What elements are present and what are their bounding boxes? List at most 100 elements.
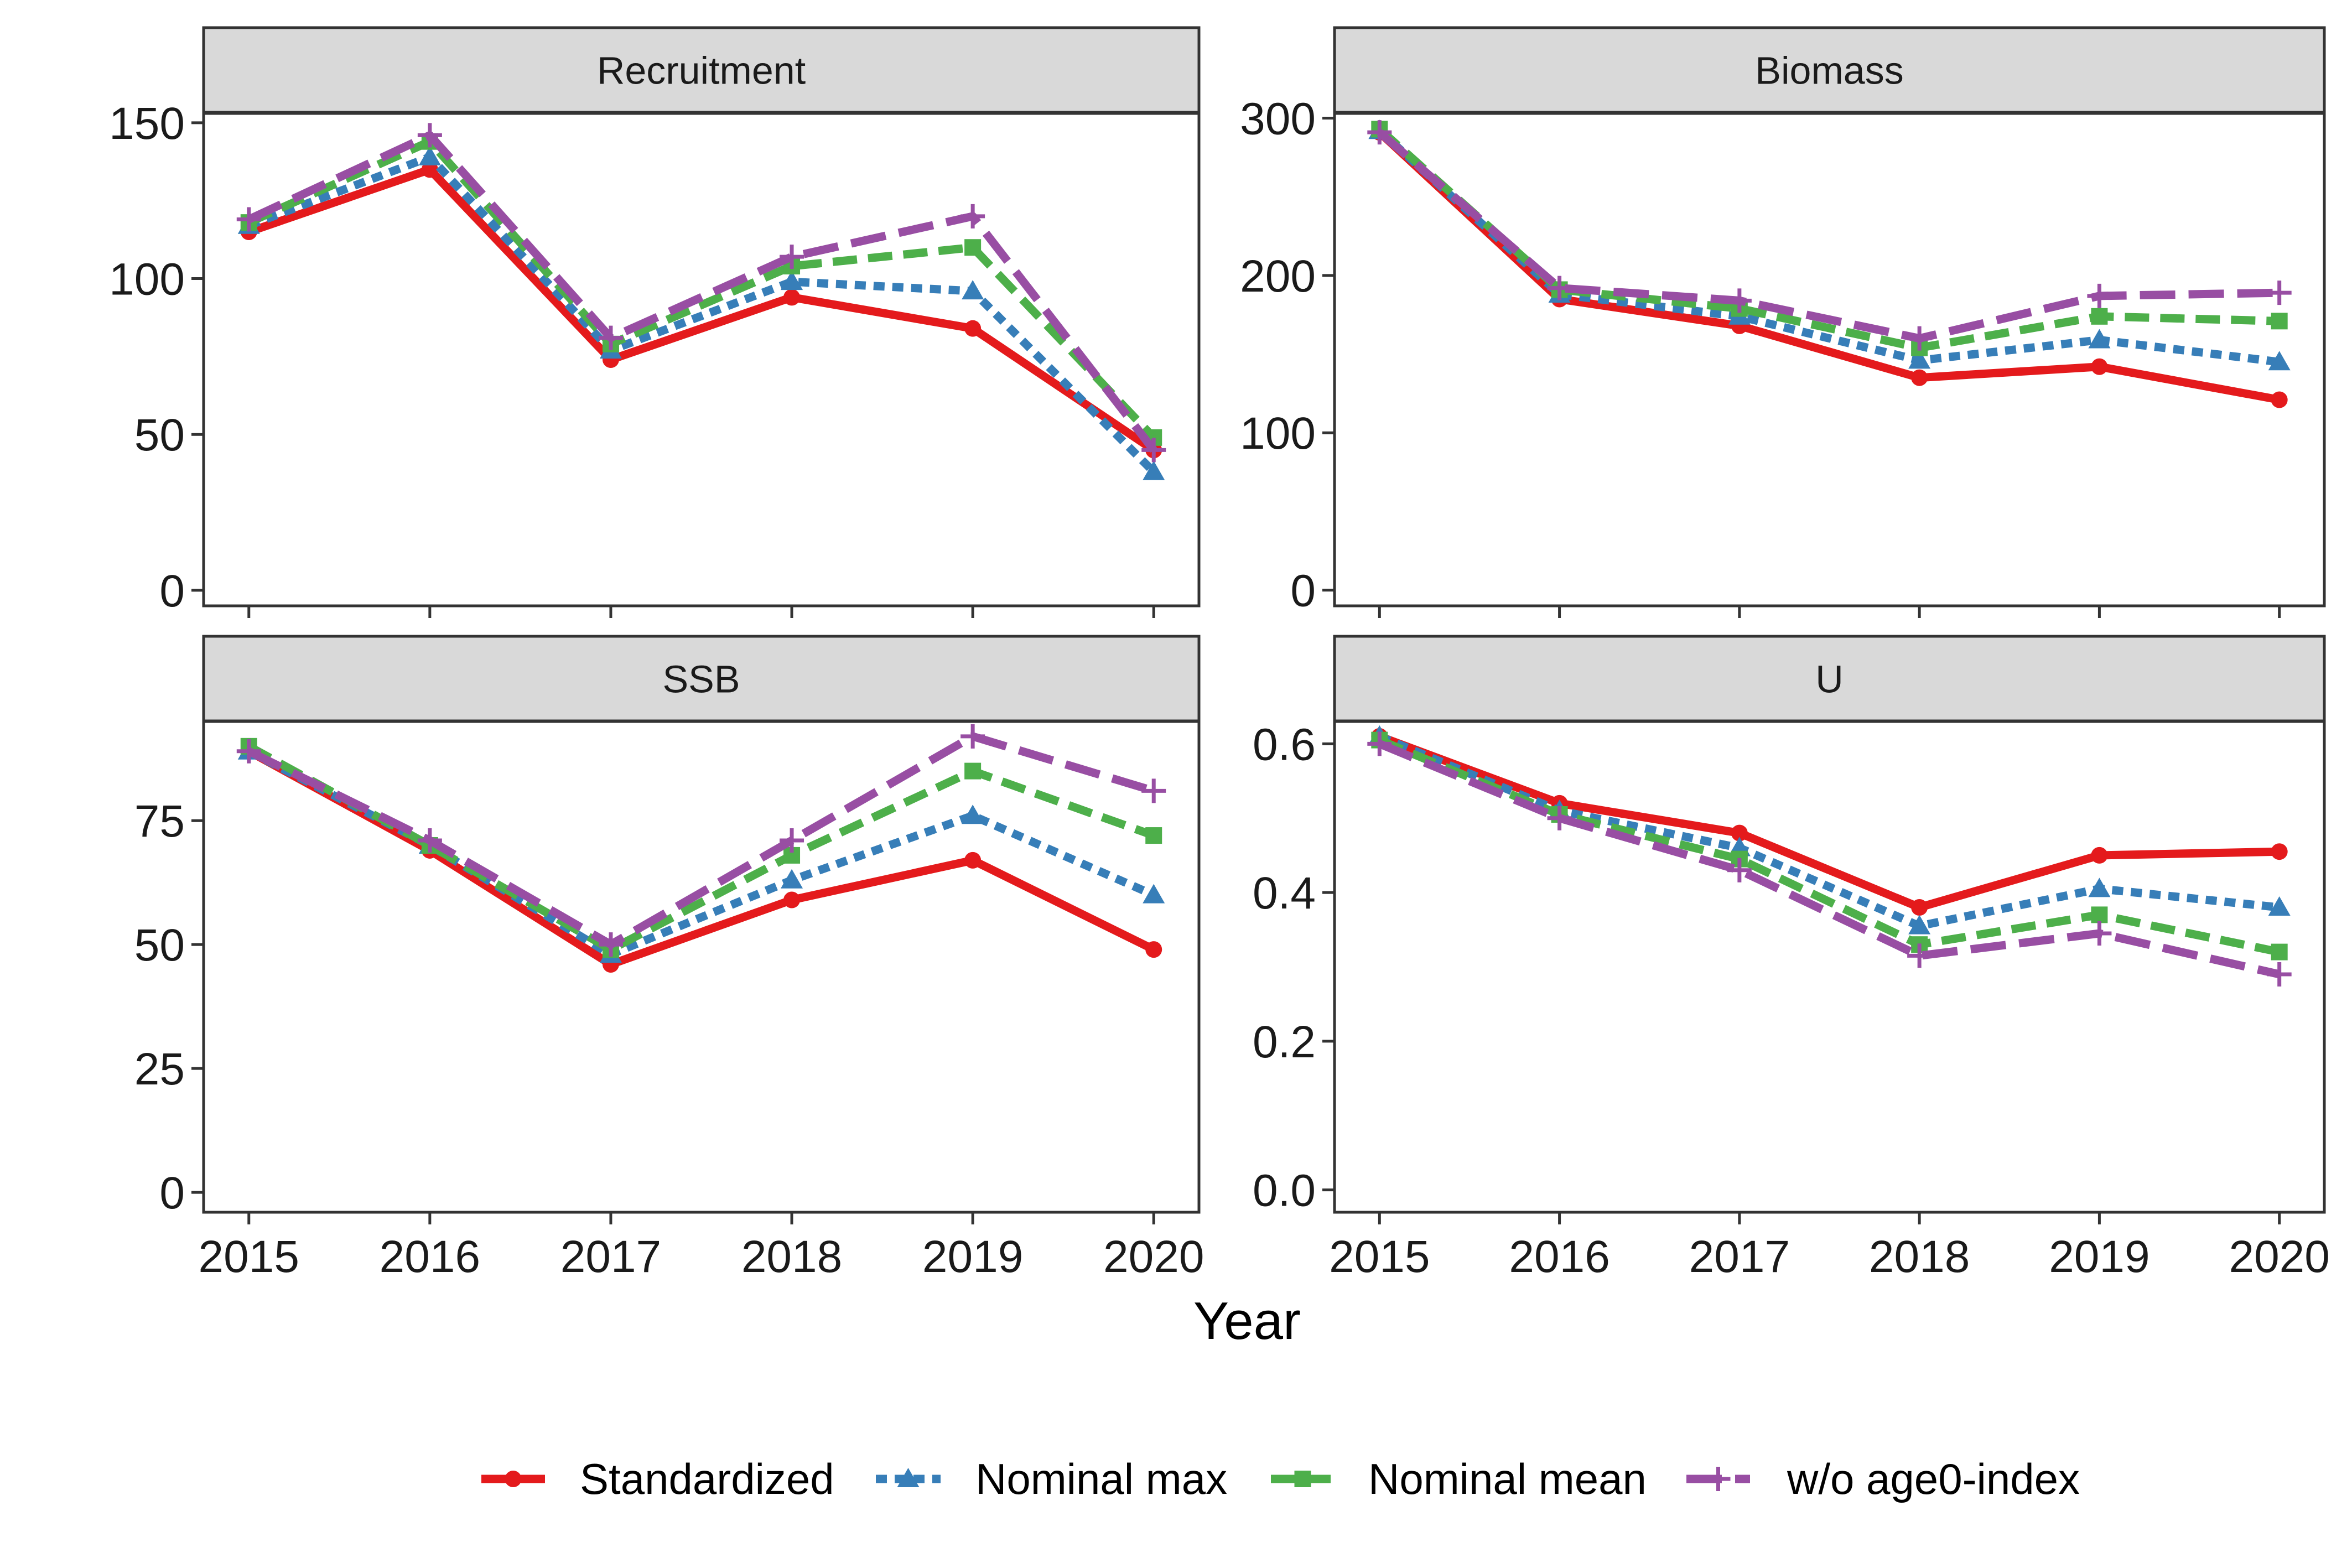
y-tick-label-recruitment: 150 [109,98,185,149]
panel-ssb: SSB 0 25 50 75 2015 2016 2017 2018 2019 2020 [134,635,1204,1282]
x-tick-label-u: 2020 [2229,1232,2329,1282]
y-tick-label-ssb: 0 [159,1168,185,1218]
series-u-w-o-age0-index [1367,731,2292,987]
point-recruitment-w-o-age0-index [236,207,261,232]
legend-marker-standardized [505,1471,522,1487]
series-ssb-standardized [240,743,1162,973]
x-axis-title: Year [1193,1291,1301,1351]
x-tick-label-u: 2018 [1869,1232,1970,1282]
y-tick-label-u: 0.4 [1253,868,1316,918]
legend-key-nominal-mean [1271,1471,1335,1487]
x-tick-label-ssb: 2018 [741,1232,842,1282]
point-biomass-w-o-age0-index [1727,288,1752,313]
y-tick-label-ssb: 50 [134,920,185,970]
series-recruitment-nominal-max [237,146,1165,480]
point-biomass-standardized [2091,358,2108,375]
line-recruitment-nominal-mean [247,137,1157,440]
point-recruitment-w-o-age0-index [598,325,623,350]
point-ssb-nominal-max [781,869,803,889]
point-ssb-standardized [1145,941,1162,958]
strip-label-biomass: Biomass [1755,49,1903,92]
point-ssb-w-o-age0-index [960,724,985,749]
point-ssb-w-o-age0-index [236,739,261,764]
point-u-w-o-age0-index [1367,731,1392,756]
point-recruitment-standardized [421,161,438,178]
point-recruitment-standardized [783,289,801,306]
strip-recruitment [202,26,1201,114]
point-biomass-nominal-mean [2091,308,2108,325]
legend-label-wo-age0-index: w/o age0-index [1787,1455,2080,1503]
strip-biomass [1333,26,2326,114]
point-u-w-o-age0-index [1907,943,1932,968]
x-tick-label-u: 2017 [1689,1232,1790,1282]
line-biomass-w-o-age0-index [1377,129,2280,343]
x-tick-label-ssb: 2020 [1103,1232,1204,1282]
point-biomass-w-o-age0-index [2087,283,2112,308]
line-ssb-nominal-mean [247,743,1155,954]
point-u-w-o-age0-index [1727,858,1752,882]
x-tick-label-ssb: 2019 [922,1232,1023,1282]
y-tick-label-u: 0.6 [1253,719,1316,770]
legend-key-w-o-age0-index [1686,1467,1750,1491]
panel-border-ssb [202,720,1201,1214]
line-biomass-nominal-mean [1377,126,2280,352]
point-biomass-w-o-age0-index [2267,281,2292,305]
point-ssb-nominal-mean [964,762,982,780]
point-ssb-w-o-age0-index [598,932,623,957]
point-recruitment-w-o-age0-index [1141,438,1166,463]
line-u-w-o-age0-index [1378,740,2281,979]
panel-border-biomass [1333,112,2326,608]
point-recruitment-nominal-mean [964,239,982,256]
x-tick-label-ssb: 2016 [380,1232,480,1282]
point-recruitment-nominal-max [418,146,441,165]
legend-item-nominal-mean: Nominal mean [1271,1455,1647,1503]
legend-key-nominal-max [876,1468,941,1487]
point-recruitment-standardized [964,320,982,337]
point-ssb-nominal-max [962,804,984,824]
point-ssb-w-o-age0-index [417,828,442,853]
panel-biomass: Biomass 0 100 200 300 [1240,26,2326,618]
strip-label-u: U [1815,658,1844,701]
x-tick-label-u: 2016 [1509,1232,1609,1282]
panel-border-recruitment [202,112,1201,608]
point-recruitment-w-o-age0-index [780,245,804,269]
series-biomass-standardized [1371,124,2288,408]
x-tick-label-u: 2019 [2049,1232,2149,1282]
legend-marker-w-o-age0-index [1706,1467,1731,1491]
legend-marker-nominal-mean [1294,1471,1311,1487]
point-u-standardized [1911,899,1928,916]
legend-key-standardized [481,1471,545,1487]
point-u-standardized [2271,843,2288,860]
point-ssb-nominal-mean [1145,827,1162,844]
point-ssb-nominal-max [1143,884,1165,904]
legend-marker-nominal-max [897,1468,920,1487]
point-ssb-standardized [783,891,801,908]
point-u-w-o-age0-index [2267,962,2292,987]
strip-label-recruitment: Recruitment [597,49,806,92]
y-tick-label-biomass: 300 [1240,94,1316,144]
line-biomass-nominal-max [1377,127,2280,366]
line-u-nominal-max [1378,732,2280,931]
legend-item-standardized: Standardized [481,1455,834,1503]
strip-ssb [202,635,1201,723]
panel-border-u [1333,720,2326,1214]
x-tick-label-ssb: 2017 [560,1232,661,1282]
point-biomass-w-o-age0-index [1367,120,1392,145]
y-tick-label-recruitment: 100 [109,255,185,305]
panel-recruitment: Recruitment 0 50 100 150 [109,26,1201,618]
series-recruitment-standardized [240,161,1162,459]
strip-u [1333,635,2326,723]
point-u-nominal-mean [2271,943,2288,960]
legend: Standardized Nominal max Nominal mean w/… [481,1455,2080,1503]
point-ssb-w-o-age0-index [1141,778,1166,803]
line-biomass-standardized [1377,129,2281,404]
point-ssb-standardized [964,852,982,869]
series-biomass-w-o-age0-index [1367,120,2292,351]
y-tick-label-ssb: 75 [134,796,185,847]
point-u-w-o-age0-index [2087,921,2112,946]
x-tick-label-ssb: 2015 [199,1232,299,1282]
point-u-standardized [2091,847,2108,864]
point-biomass-nominal-max [2268,351,2291,371]
point-biomass-nominal-max [2088,329,2111,349]
